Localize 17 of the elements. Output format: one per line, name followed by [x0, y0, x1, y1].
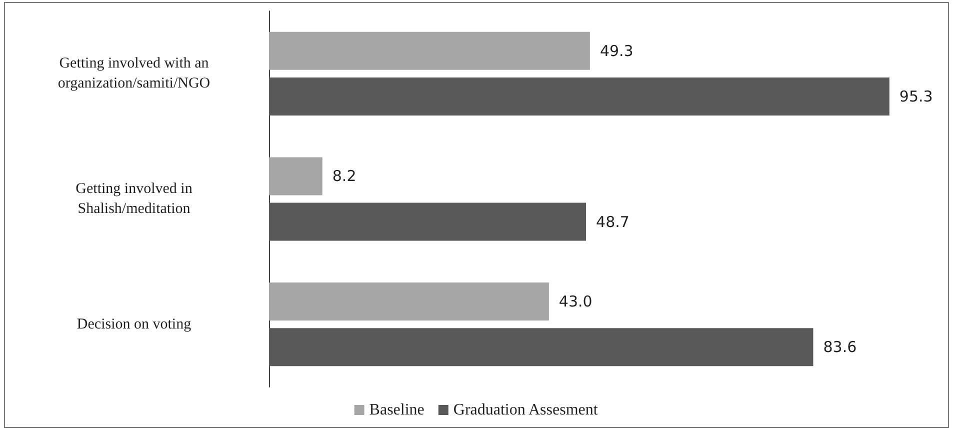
bar	[269, 157, 322, 196]
data-label: 48.7	[596, 212, 630, 231]
bar	[269, 282, 549, 321]
y-tick-label: Getting involved with an organization/samiti/NGO	[58, 56, 210, 92]
data-label: 83.6	[823, 338, 857, 356]
y-tick-label: Decision on voting	[76, 316, 192, 332]
data-label: 8.2	[332, 167, 356, 186]
data-label: 43.0	[558, 292, 592, 311]
bar	[269, 202, 586, 241]
data-label: 49.3	[600, 42, 634, 60]
bar	[269, 328, 814, 366]
bar	[269, 32, 590, 70]
bar	[269, 77, 890, 116]
y-tick-label: Getting involved in Shalish/meditation	[76, 181, 193, 217]
data-label: 95.3	[899, 87, 933, 106]
legend-label: Graduation Assesment	[453, 402, 598, 418]
legend-label: Baseline	[369, 402, 424, 418]
